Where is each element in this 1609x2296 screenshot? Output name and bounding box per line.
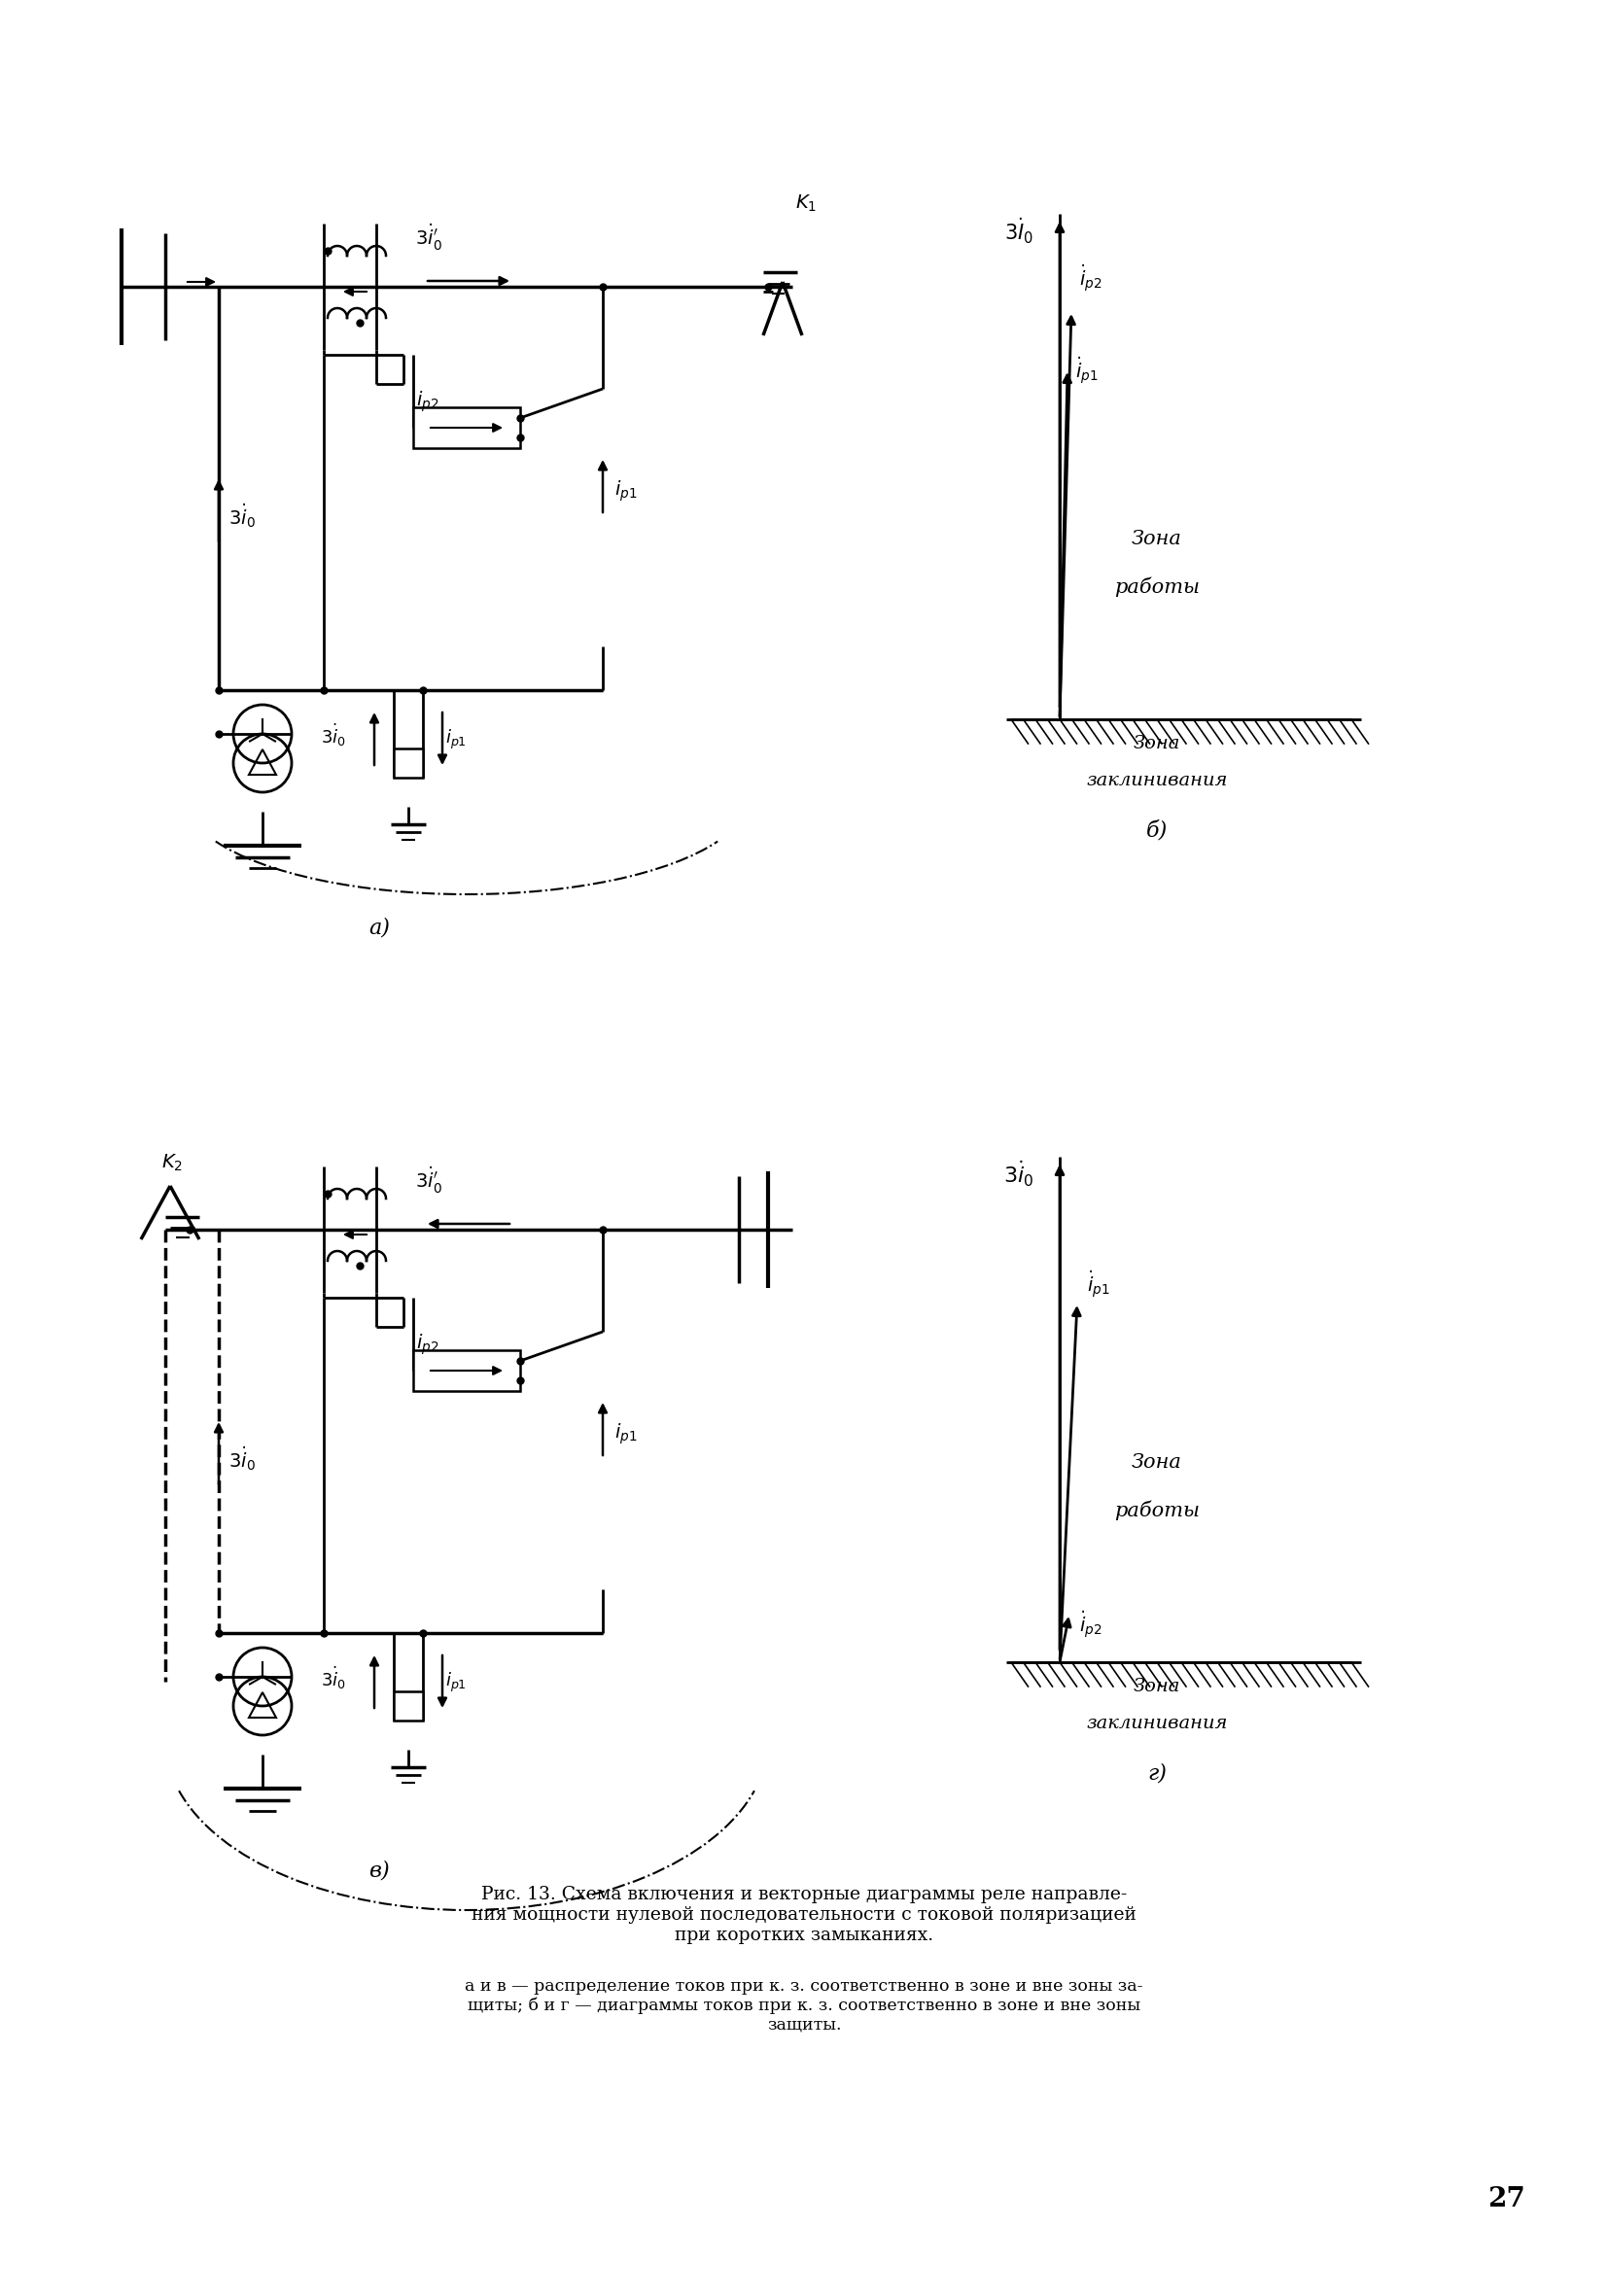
Bar [394, 748, 423, 778]
Text: $i_{p1}$: $i_{p1}$ [446, 1671, 467, 1694]
Text: $K_2$: $K_2$ [161, 1153, 183, 1173]
Text: Зона: Зона [1133, 735, 1181, 753]
Text: $3\dot{i}_0$: $3\dot{i}_0$ [320, 721, 346, 748]
Text: 27: 27 [1488, 2186, 1525, 2213]
Bar [394, 1692, 423, 1720]
Text: заклинивания: заклинивания [1086, 1715, 1228, 1731]
Text: $3\dot{i}_0$: $3\dot{i}_0$ [320, 1665, 346, 1692]
Text: Зона: Зона [1131, 1453, 1183, 1472]
Text: $i_{p1}$: $i_{p1}$ [615, 480, 637, 503]
Text: а и в — распределение токов при к. з. соответственно в зоне и вне зоны за-
щиты;: а и в — распределение токов при к. з. со… [465, 1979, 1142, 2034]
Text: $i_{p1}$: $i_{p1}$ [615, 1421, 637, 1446]
Text: Зона: Зона [1131, 530, 1183, 549]
Text: $i_{p1}$: $i_{p1}$ [446, 728, 467, 751]
Text: $K_1$: $K_1$ [795, 193, 817, 214]
Text: $i_{p2}$: $i_{p2}$ [417, 1332, 439, 1357]
Text: $3\dot{i}_0$: $3\dot{i}_0$ [228, 1444, 256, 1474]
Bar [414, 406, 520, 448]
Text: $\dot{i}_{p2}$: $\dot{i}_{p2}$ [1080, 264, 1102, 294]
Text: $3\dot{i}_0^{\prime}$: $3\dot{i}_0^{\prime}$ [415, 1164, 442, 1196]
Text: $3\dot{i}_0$: $3\dot{i}_0$ [1004, 1159, 1035, 1189]
Text: а): а) [368, 916, 389, 939]
Text: в): в) [368, 1860, 389, 1880]
Text: $\dot{i}_{p1}$: $\dot{i}_{p1}$ [1075, 356, 1099, 388]
Text: г): г) [1147, 1763, 1167, 1784]
Text: заклинивания: заклинивания [1086, 771, 1228, 790]
Bar [414, 1350, 520, 1391]
Text: Рис. 13. Схема включения и векторные диаграммы реле направле-
ния мощности нулев: Рис. 13. Схема включения и векторные диа… [471, 1885, 1136, 1945]
Text: работы: работы [1113, 1499, 1200, 1520]
Text: $3\dot{i}_0$: $3\dot{i}_0$ [228, 503, 256, 530]
Text: б): б) [1146, 820, 1168, 840]
Text: $3\dot{i}_0^{\prime}$: $3\dot{i}_0^{\prime}$ [415, 223, 442, 253]
Text: $3\dot{I}_0$: $3\dot{I}_0$ [1004, 216, 1033, 246]
Text: Зона: Зона [1133, 1678, 1181, 1694]
Text: работы: работы [1113, 576, 1200, 597]
Text: $\dot{i}_{p1}$: $\dot{i}_{p1}$ [1088, 1270, 1110, 1302]
Text: $\dot{i}_{p2}$: $\dot{i}_{p2}$ [1080, 1609, 1102, 1642]
Text: $i_{p2}$: $i_{p2}$ [417, 390, 439, 413]
